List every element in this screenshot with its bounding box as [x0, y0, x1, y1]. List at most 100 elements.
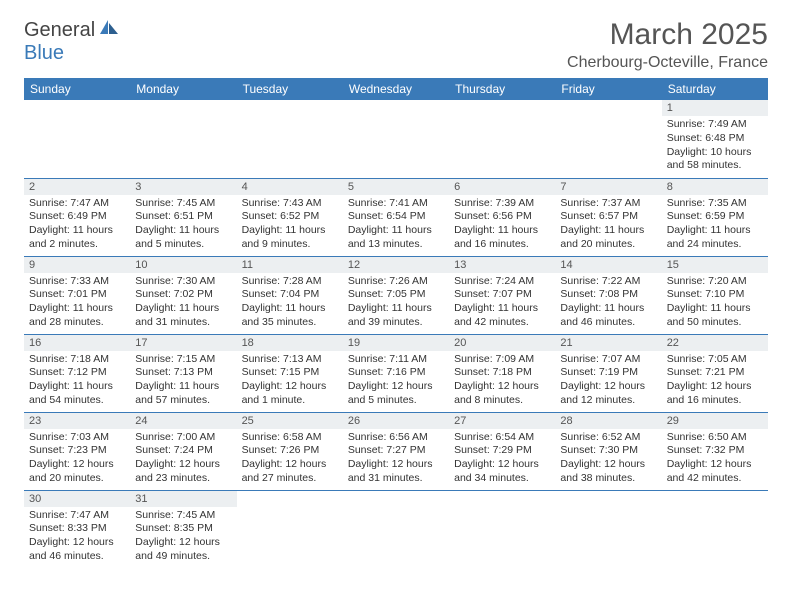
day-info: Sunrise: 7:33 AMSunset: 7:01 PMDaylight:… — [29, 275, 125, 330]
sunrise-text: Sunrise: 6:56 AM — [348, 431, 444, 445]
sunset-text: Sunset: 7:23 PM — [29, 444, 125, 458]
calendar-day-cell — [555, 100, 661, 178]
daylight-text: Daylight: 12 hours and 20 minutes. — [29, 458, 125, 485]
daylight-text: Daylight: 12 hours and 27 minutes. — [242, 458, 338, 485]
sunrise-text: Sunrise: 7:22 AM — [560, 275, 656, 289]
day-info: Sunrise: 7:03 AMSunset: 7:23 PMDaylight:… — [29, 431, 125, 486]
sunset-text: Sunset: 7:02 PM — [135, 288, 231, 302]
day-info: Sunrise: 6:50 AMSunset: 7:32 PMDaylight:… — [667, 431, 763, 486]
calendar-body: 1Sunrise: 7:49 AMSunset: 6:48 PMDaylight… — [24, 100, 768, 568]
sail-icon — [98, 18, 120, 42]
day-info: Sunrise: 7:39 AMSunset: 6:56 PMDaylight:… — [454, 197, 550, 252]
sunrise-text: Sunrise: 7:09 AM — [454, 353, 550, 367]
weekday-header: Tuesday — [237, 78, 343, 100]
daylight-text: Daylight: 11 hours and 54 minutes. — [29, 380, 125, 407]
daylight-text: Daylight: 11 hours and 50 minutes. — [667, 302, 763, 329]
sunset-text: Sunset: 6:52 PM — [242, 210, 338, 224]
sunrise-text: Sunrise: 7:28 AM — [242, 275, 338, 289]
calendar-day-cell: 11Sunrise: 7:28 AMSunset: 7:04 PMDayligh… — [237, 256, 343, 334]
daylight-text: Daylight: 11 hours and 46 minutes. — [560, 302, 656, 329]
daylight-text: Daylight: 10 hours and 58 minutes. — [667, 146, 763, 173]
sunrise-text: Sunrise: 7:18 AM — [29, 353, 125, 367]
daylight-text: Daylight: 11 hours and 13 minutes. — [348, 224, 444, 251]
daylight-text: Daylight: 11 hours and 42 minutes. — [454, 302, 550, 329]
sunset-text: Sunset: 7:08 PM — [560, 288, 656, 302]
calendar-day-cell: 2Sunrise: 7:47 AMSunset: 6:49 PMDaylight… — [24, 178, 130, 256]
daylight-text: Daylight: 12 hours and 8 minutes. — [454, 380, 550, 407]
sunset-text: Sunset: 8:33 PM — [29, 522, 125, 536]
calendar-day-cell: 12Sunrise: 7:26 AMSunset: 7:05 PMDayligh… — [343, 256, 449, 334]
calendar-day-cell: 6Sunrise: 7:39 AMSunset: 6:56 PMDaylight… — [449, 178, 555, 256]
sunrise-text: Sunrise: 7:35 AM — [667, 197, 763, 211]
calendar-day-cell — [662, 490, 768, 568]
calendar-day-cell: 10 Sunrise: 7:30 AMSunset: 7:02 PMDayligh… — [130, 256, 236, 334]
day-info: Sunrise: 7:30 AMSunset: 7:02 PMDaylight:… — [135, 275, 231, 330]
day-number: 13 — [449, 257, 555, 273]
day-number: 22 — [662, 335, 768, 351]
day-number: 10 — [130, 257, 236, 273]
day-info: Sunrise: 7:37 AMSunset: 6:57 PMDaylight:… — [560, 197, 656, 252]
day-number: 30 — [24, 491, 130, 507]
day-info: Sunrise: 7:07 AMSunset: 7:19 PMDaylight:… — [560, 353, 656, 408]
calendar-week-row: 9Sunrise: 7:33 AMSunset: 7:01 PMDaylight… — [24, 256, 768, 334]
day-number: 23 — [24, 413, 130, 429]
day-number: 24 — [130, 413, 236, 429]
day-info: Sunrise: 7:47 AMSunset: 8:33 PMDaylight:… — [29, 509, 125, 564]
day-info: Sunrise: 7:45 AMSunset: 6:51 PMDaylight:… — [135, 197, 231, 252]
sunrise-text: Sunrise: 7:24 AM — [454, 275, 550, 289]
day-info: Sunrise: 7:24 AMSunset: 7:07 PMDaylight:… — [454, 275, 550, 330]
daylight-text: Daylight: 11 hours and 31 minutes. — [135, 302, 231, 329]
calendar-day-cell: 25Sunrise: 6:58 AMSunset: 7:26 PMDayligh… — [237, 412, 343, 490]
calendar-day-cell — [237, 100, 343, 178]
sunrise-text: Sunrise: 6:58 AM — [242, 431, 338, 445]
header: GeneralBlue March 2025 Cherbourg-Octevil… — [24, 18, 768, 72]
day-number: 17 — [130, 335, 236, 351]
day-number: 19 — [343, 335, 449, 351]
calendar-day-cell: 23 Sunrise: 7:03 AMSunset: 7:23 PMDayligh… — [24, 412, 130, 490]
day-info: Sunrise: 7:20 AMSunset: 7:10 PMDaylight:… — [667, 275, 763, 330]
day-number: 20 — [449, 335, 555, 351]
calendar-table: SundayMondayTuesdayWednesdayThursdayFrid… — [24, 78, 768, 568]
calendar-day-cell: 7Sunrise: 7:37 AMSunset: 6:57 PMDaylight… — [555, 178, 661, 256]
calendar-day-cell: 26Sunrise: 6:56 AMSunset: 7:27 PMDayligh… — [343, 412, 449, 490]
weekday-header: Saturday — [662, 78, 768, 100]
calendar-week-row: 2Sunrise: 7:47 AMSunset: 6:49 PMDaylight… — [24, 178, 768, 256]
calendar-day-cell — [449, 100, 555, 178]
calendar-day-cell: 19 Sunrise: 7:11 AMSunset: 7:16 PMDayligh… — [343, 334, 449, 412]
logo-text: GeneralBlue — [24, 18, 120, 65]
sunset-text: Sunset: 7:05 PM — [348, 288, 444, 302]
daylight-text: Daylight: 11 hours and 28 minutes. — [29, 302, 125, 329]
daylight-text: Daylight: 11 hours and 2 minutes. — [29, 224, 125, 251]
day-number: 11 — [237, 257, 343, 273]
sunrise-text: Sunrise: 7:07 AM — [560, 353, 656, 367]
sunrise-text: Sunrise: 7:05 AM — [667, 353, 763, 367]
calendar-day-cell: 27Sunrise: 6:54 AMSunset: 7:29 PMDayligh… — [449, 412, 555, 490]
day-number: 14 — [555, 257, 661, 273]
title-block: March 2025 Cherbourg-Octeville, France — [567, 18, 768, 72]
day-number: 15 — [662, 257, 768, 273]
calendar-day-cell: 15 Sunrise: 7:20 AMSunset: 7:10 PMDayligh… — [662, 256, 768, 334]
sunset-text: Sunset: 6:51 PM — [135, 210, 231, 224]
calendar-day-cell: 18Sunrise: 7:13 AMSunset: 7:15 PMDayligh… — [237, 334, 343, 412]
sunset-text: Sunset: 6:57 PM — [560, 210, 656, 224]
day-number: 21 — [555, 335, 661, 351]
day-info: Sunrise: 7:00 AMSunset: 7:24 PMDaylight:… — [135, 431, 231, 486]
calendar-day-cell — [449, 490, 555, 568]
calendar-day-cell: 9Sunrise: 7:33 AMSunset: 7:01 PMDaylight… — [24, 256, 130, 334]
sunset-text: Sunset: 6:54 PM — [348, 210, 444, 224]
sunset-text: Sunset: 7:27 PM — [348, 444, 444, 458]
calendar-day-cell: 14 Sunrise: 7:22 AMSunset: 7:08 PMDayligh… — [555, 256, 661, 334]
day-number: 25 — [237, 413, 343, 429]
daylight-text: Daylight: 12 hours and 12 minutes. — [560, 380, 656, 407]
day-info: Sunrise: 6:56 AMSunset: 7:27 PMDaylight:… — [348, 431, 444, 486]
daylight-text: Daylight: 12 hours and 23 minutes. — [135, 458, 231, 485]
calendar-day-cell: 31Sunrise: 7:45 AMSunset: 8:35 PMDayligh… — [130, 490, 236, 568]
day-info: Sunrise: 7:09 AMSunset: 7:18 PMDaylight:… — [454, 353, 550, 408]
sunrise-text: Sunrise: 6:50 AM — [667, 431, 763, 445]
logo-text-2: Blue — [24, 42, 64, 64]
day-info: Sunrise: 6:52 AMSunset: 7:30 PMDaylight:… — [560, 431, 656, 486]
day-info: Sunrise: 7:18 AMSunset: 7:12 PMDaylight:… — [29, 353, 125, 408]
day-info: Sunrise: 7:11 AMSunset: 7:16 PMDaylight:… — [348, 353, 444, 408]
day-number: 18 — [237, 335, 343, 351]
day-info: Sunrise: 7:43 AMSunset: 6:52 PMDaylight:… — [242, 197, 338, 252]
